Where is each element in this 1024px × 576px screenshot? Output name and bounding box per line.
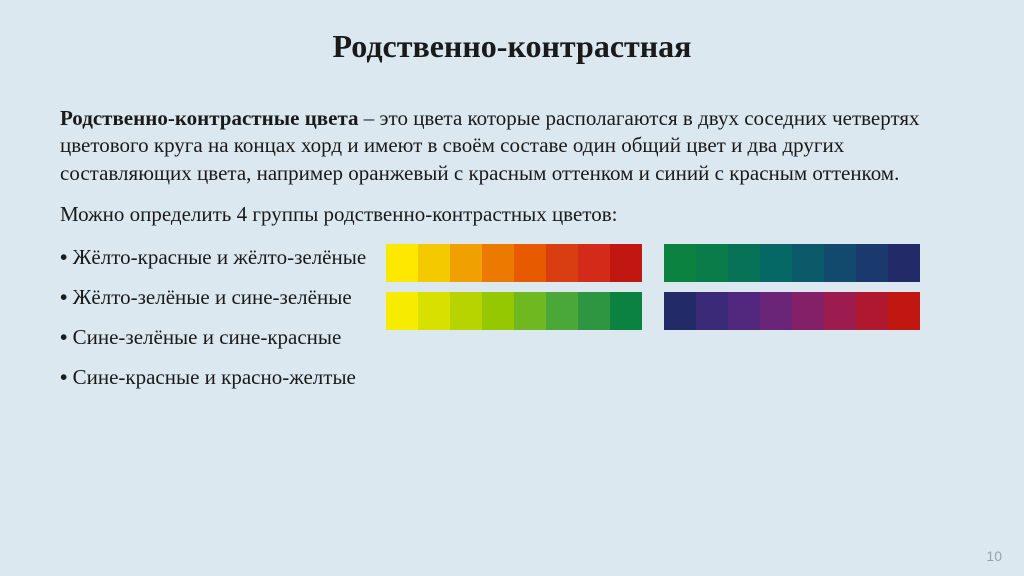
color-swatch	[514, 244, 546, 282]
palette-row	[664, 292, 920, 330]
page-title: Родственно-контрастная	[60, 28, 964, 65]
color-swatch	[418, 292, 450, 330]
color-swatch	[856, 244, 888, 282]
color-swatch	[546, 244, 578, 282]
list-item: Сине-зелёные и сине-красные	[60, 318, 366, 358]
color-swatch	[696, 292, 728, 330]
palette-group-right	[664, 244, 920, 330]
color-swatch	[792, 244, 824, 282]
palette-row	[386, 244, 642, 282]
color-swatch	[482, 292, 514, 330]
color-swatch	[450, 292, 482, 330]
color-swatch	[728, 292, 760, 330]
color-swatch	[760, 292, 792, 330]
palette-row	[664, 244, 920, 282]
palette-row	[386, 292, 642, 330]
color-swatch	[450, 244, 482, 282]
color-swatch	[418, 244, 450, 282]
color-swatch	[760, 244, 792, 282]
subheading: Можно определить 4 группы родственно-кон…	[60, 201, 964, 228]
color-palette-block	[386, 244, 920, 330]
bullet-list: Жёлто-красные и жёлто-зелёные Жёлто-зелё…	[60, 238, 366, 398]
color-swatch	[664, 244, 696, 282]
color-swatch	[856, 292, 888, 330]
color-swatch	[514, 292, 546, 330]
definition-paragraph: Родственно-контрастные цвета – это цвета…	[60, 105, 964, 187]
color-swatch	[610, 292, 642, 330]
list-item: Сине-красные и красно-желтые	[60, 358, 366, 398]
color-swatch	[578, 292, 610, 330]
page-number: 10	[986, 548, 1002, 564]
color-swatch	[728, 244, 760, 282]
color-swatch	[696, 244, 728, 282]
color-swatch	[824, 244, 856, 282]
color-swatch	[546, 292, 578, 330]
color-swatch	[386, 244, 418, 282]
color-swatch	[664, 292, 696, 330]
palette-group-left	[386, 244, 642, 330]
color-swatch	[482, 244, 514, 282]
color-swatch	[610, 244, 642, 282]
color-swatch	[792, 292, 824, 330]
color-swatch	[386, 292, 418, 330]
list-item: Жёлто-зелёные и сине-зелёные	[60, 278, 366, 318]
list-item: Жёлто-красные и жёлто-зелёные	[60, 238, 366, 278]
color-swatch	[888, 292, 920, 330]
color-swatch	[824, 292, 856, 330]
color-swatch	[578, 244, 610, 282]
definition-term: Родственно-контрастные цвета	[60, 106, 359, 130]
color-swatch	[888, 244, 920, 282]
